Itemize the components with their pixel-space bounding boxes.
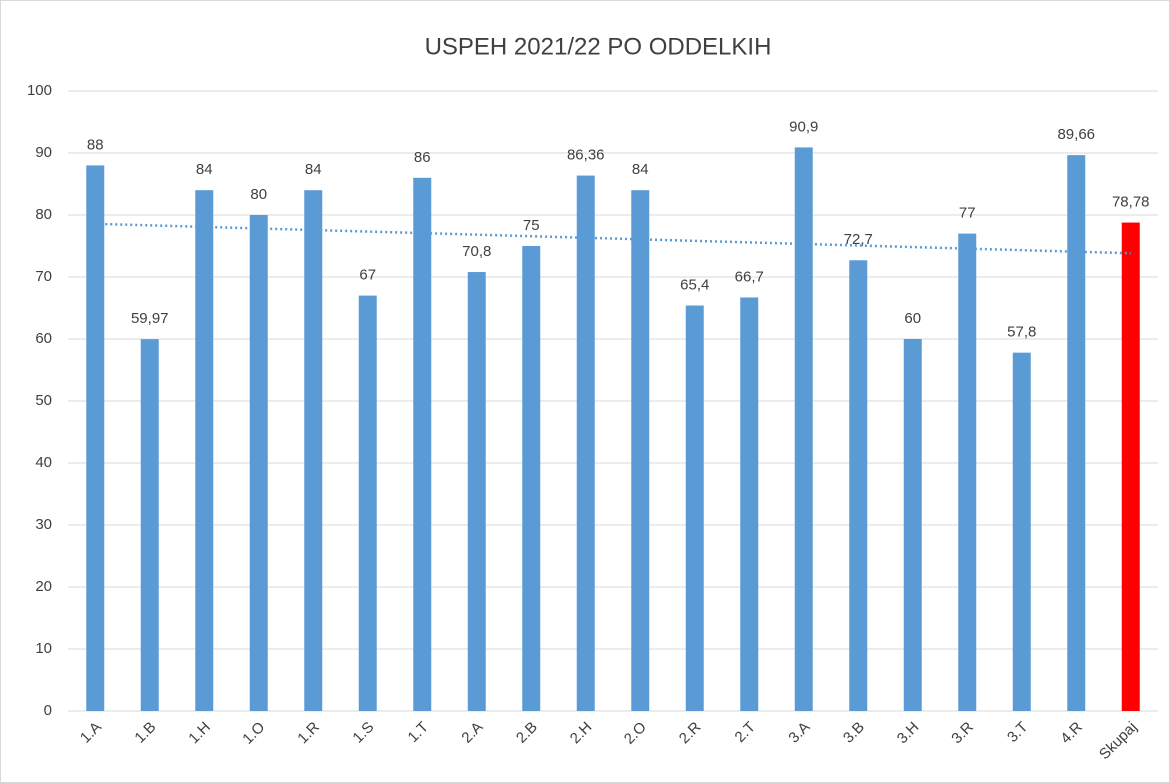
value-label: 84	[305, 161, 322, 178]
y-tick-label: 0	[44, 702, 52, 719]
bar	[86, 165, 105, 711]
value-label: 86	[414, 149, 431, 166]
y-tick-label: 50	[35, 392, 52, 409]
bar	[740, 297, 759, 711]
value-label: 89,66	[1057, 126, 1095, 143]
value-label: 66,7	[735, 268, 764, 285]
chart-title: USPEH 2021/22 PO ODDELKIH	[425, 33, 772, 60]
value-label: 88	[87, 136, 104, 153]
value-label: 78,78	[1112, 194, 1150, 211]
bar	[413, 177, 432, 712]
value-label: 57,8	[1007, 324, 1036, 341]
bar	[304, 190, 323, 711]
bar	[903, 339, 922, 711]
value-label: 72,7	[844, 231, 873, 248]
bar	[576, 175, 595, 711]
y-tick-label: 20	[35, 578, 52, 595]
bar	[467, 272, 486, 711]
y-tick-label: 90	[35, 144, 52, 161]
y-tick-label: 30	[35, 516, 52, 533]
y-tick-label: 60	[35, 330, 52, 347]
value-label: 59,97	[131, 310, 169, 327]
value-label: 77	[959, 205, 976, 222]
y-tick-label: 40	[35, 454, 52, 471]
y-tick-label: 80	[35, 206, 52, 223]
bar	[1012, 352, 1031, 711]
bar	[1121, 222, 1140, 711]
y-tick-label: 70	[35, 268, 52, 285]
bar	[631, 190, 650, 711]
value-label: 70,8	[462, 243, 491, 260]
bar	[195, 190, 214, 711]
bar	[1067, 155, 1086, 711]
y-tick-label: 10	[35, 640, 52, 657]
value-label: 75	[523, 217, 540, 234]
value-label: 84	[196, 161, 213, 178]
value-label: 90,9	[789, 118, 818, 135]
bar	[794, 147, 813, 712]
bar	[140, 339, 159, 711]
value-label: 67	[359, 267, 376, 284]
value-label: 60	[904, 310, 921, 327]
y-tick-label: 100	[27, 82, 52, 99]
value-label: 84	[632, 161, 649, 178]
value-label: 80	[250, 186, 267, 203]
bar	[849, 260, 868, 711]
value-label: 86,36	[567, 147, 605, 164]
bar	[522, 246, 541, 711]
bar	[358, 295, 377, 711]
value-label: 65,4	[680, 276, 709, 293]
bar	[685, 305, 704, 711]
bar	[249, 215, 268, 711]
bar	[958, 233, 977, 711]
